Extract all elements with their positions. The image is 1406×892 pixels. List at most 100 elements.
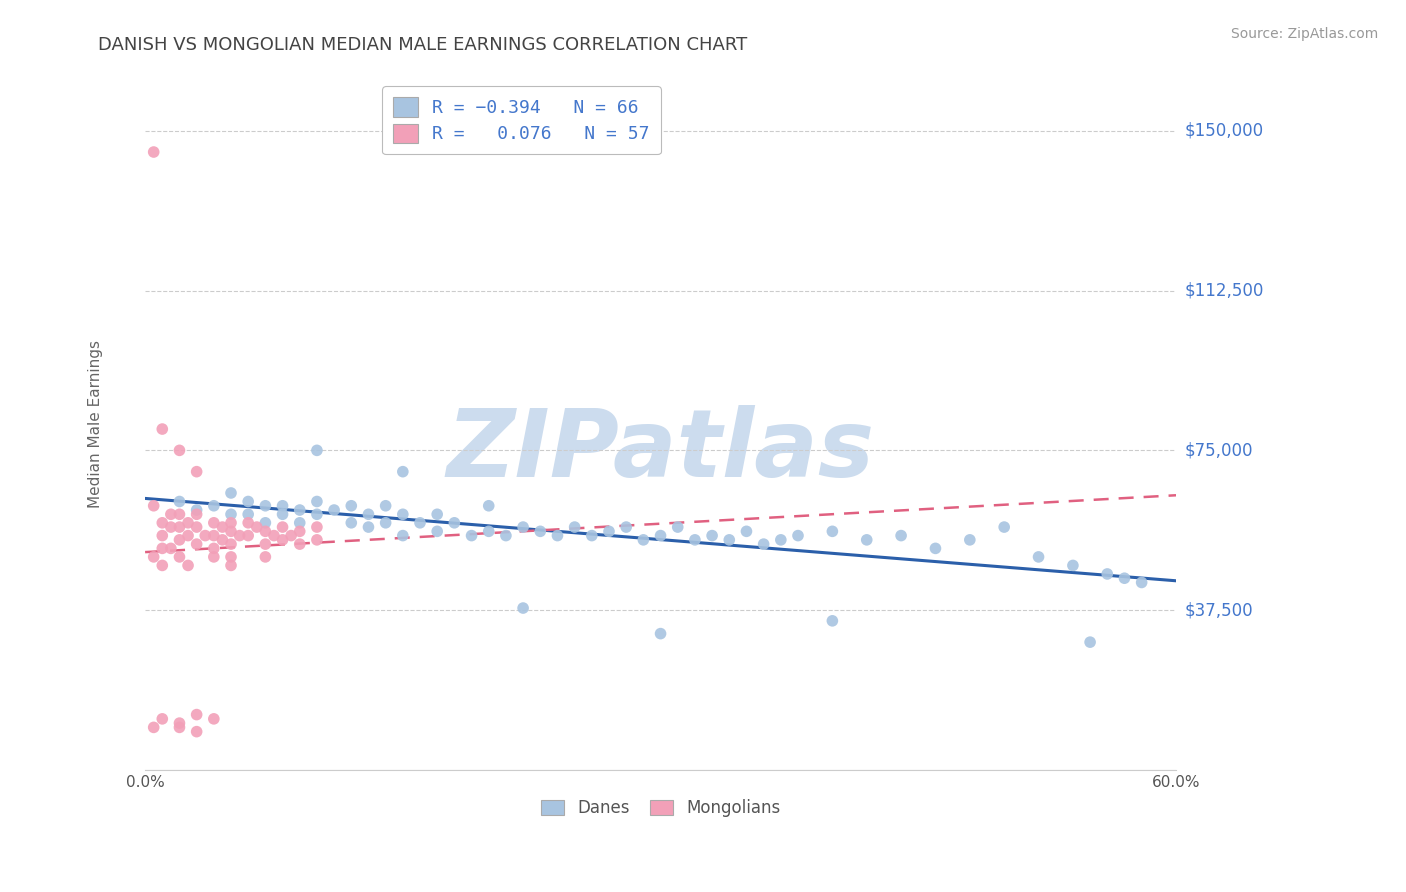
Point [821,614,844,628]
Point [186,707,208,722]
Point [357,508,380,522]
Point [150,712,173,726]
Point [993,520,1015,534]
Point [426,508,449,522]
Point [357,520,380,534]
Point [1097,566,1119,581]
Point [959,533,981,547]
Point [1062,558,1084,573]
Point [288,516,311,530]
Point [1078,635,1101,649]
Point [211,520,233,534]
Point [202,516,225,530]
Point [855,533,877,547]
Point [160,520,183,534]
Text: ZIPatlas: ZIPatlas [447,406,875,498]
Point [271,533,294,547]
Point [169,508,191,522]
Point [169,494,191,508]
Point [219,549,242,564]
Point [263,528,285,542]
Point [683,533,706,547]
Point [186,537,208,551]
Text: $37,500: $37,500 [1185,601,1253,619]
Point [305,520,328,534]
Point [202,712,225,726]
Point [1028,549,1050,564]
Point [340,499,363,513]
Point [142,549,165,564]
Point [142,145,165,159]
Point [186,465,208,479]
Point [238,528,260,542]
Point [271,508,294,522]
Point [150,422,173,436]
Point [219,508,242,522]
Point [598,524,620,539]
Point [787,528,810,542]
Point [650,626,672,640]
Point [186,503,208,517]
Point [177,528,200,542]
Point [238,494,260,508]
Point [305,494,328,508]
Point [254,537,277,551]
Point [177,558,200,573]
Text: Median Male Earnings: Median Male Earnings [89,340,103,508]
Point [246,520,269,534]
Point [169,720,191,734]
Point [633,533,655,547]
Point [177,516,200,530]
Point [186,520,208,534]
Point [581,528,603,542]
Point [271,499,294,513]
Point [924,541,946,556]
Point [305,443,328,458]
Point [219,558,242,573]
Point [169,520,191,534]
Point [150,516,173,530]
Point [238,508,260,522]
Point [374,499,396,513]
Point [219,524,242,539]
Point [323,503,346,517]
Point [186,508,208,522]
Point [495,528,517,542]
Point [288,537,311,551]
Text: $112,500: $112,500 [1185,282,1264,300]
Point [769,533,792,547]
Point [392,528,415,542]
Point [228,528,250,542]
Point [254,516,277,530]
Point [718,533,741,547]
Point [238,516,260,530]
Point [478,524,501,539]
Point [821,524,844,539]
Point [150,528,173,542]
Point [219,537,242,551]
Point [546,528,568,542]
Point [374,516,396,530]
Point [564,520,586,534]
Point [512,520,534,534]
Point [202,499,225,513]
Point [512,601,534,615]
Point [340,516,363,530]
Point [666,520,689,534]
Point [426,524,449,539]
Point [443,516,465,530]
Point [614,520,637,534]
Point [169,549,191,564]
Point [271,520,294,534]
Point [202,528,225,542]
Point [254,524,277,539]
Point [392,465,415,479]
Point [169,716,191,731]
Point [211,533,233,547]
Point [160,508,183,522]
Point [529,524,551,539]
Point [160,541,183,556]
Point [409,516,432,530]
Text: $150,000: $150,000 [1185,121,1264,140]
Point [169,443,191,458]
